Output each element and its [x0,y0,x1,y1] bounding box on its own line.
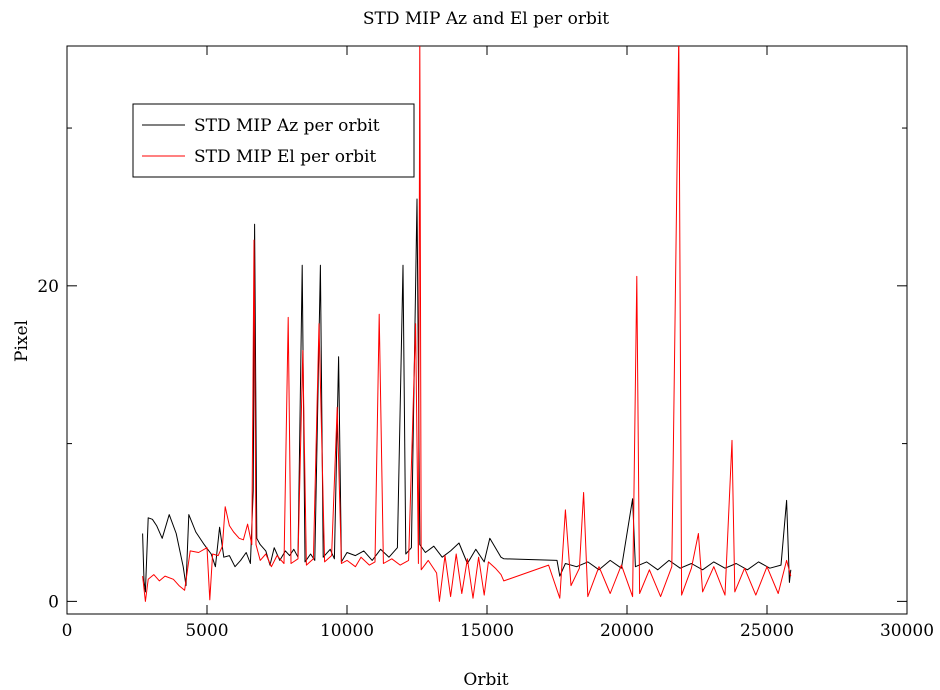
x-tick-label: 30000 [880,621,934,641]
series-line-az [142,198,792,593]
x-axis: 0 5000 10000 15000 20000 25000 30000 [62,46,934,641]
legend: STD MIP Az per orbit STD MIP El per orbi… [132,103,415,178]
y-tick-label: 20 [37,277,59,297]
x-axis-label: Orbit [463,670,508,690]
chart-title: STD MIP Az and El per orbit [363,9,609,29]
y-tick-label: 0 [48,592,59,612]
series-layer [142,46,792,602]
x-tick-label: 5000 [185,621,228,641]
y-axis-label: Pixel [12,320,32,362]
legend-label-el: STD MIP El per orbit [194,147,376,167]
x-tick-label: 10000 [320,621,374,641]
x-tick-label: 15000 [460,621,514,641]
legend-label-az: STD MIP Az per orbit [194,116,380,136]
series-line-el [142,46,792,602]
x-tick-label: 25000 [740,621,794,641]
x-tick-label: 0 [62,621,73,641]
y-axis: 0 20 [37,127,907,612]
legend-box [132,103,415,178]
x-tick-label: 20000 [600,621,654,641]
